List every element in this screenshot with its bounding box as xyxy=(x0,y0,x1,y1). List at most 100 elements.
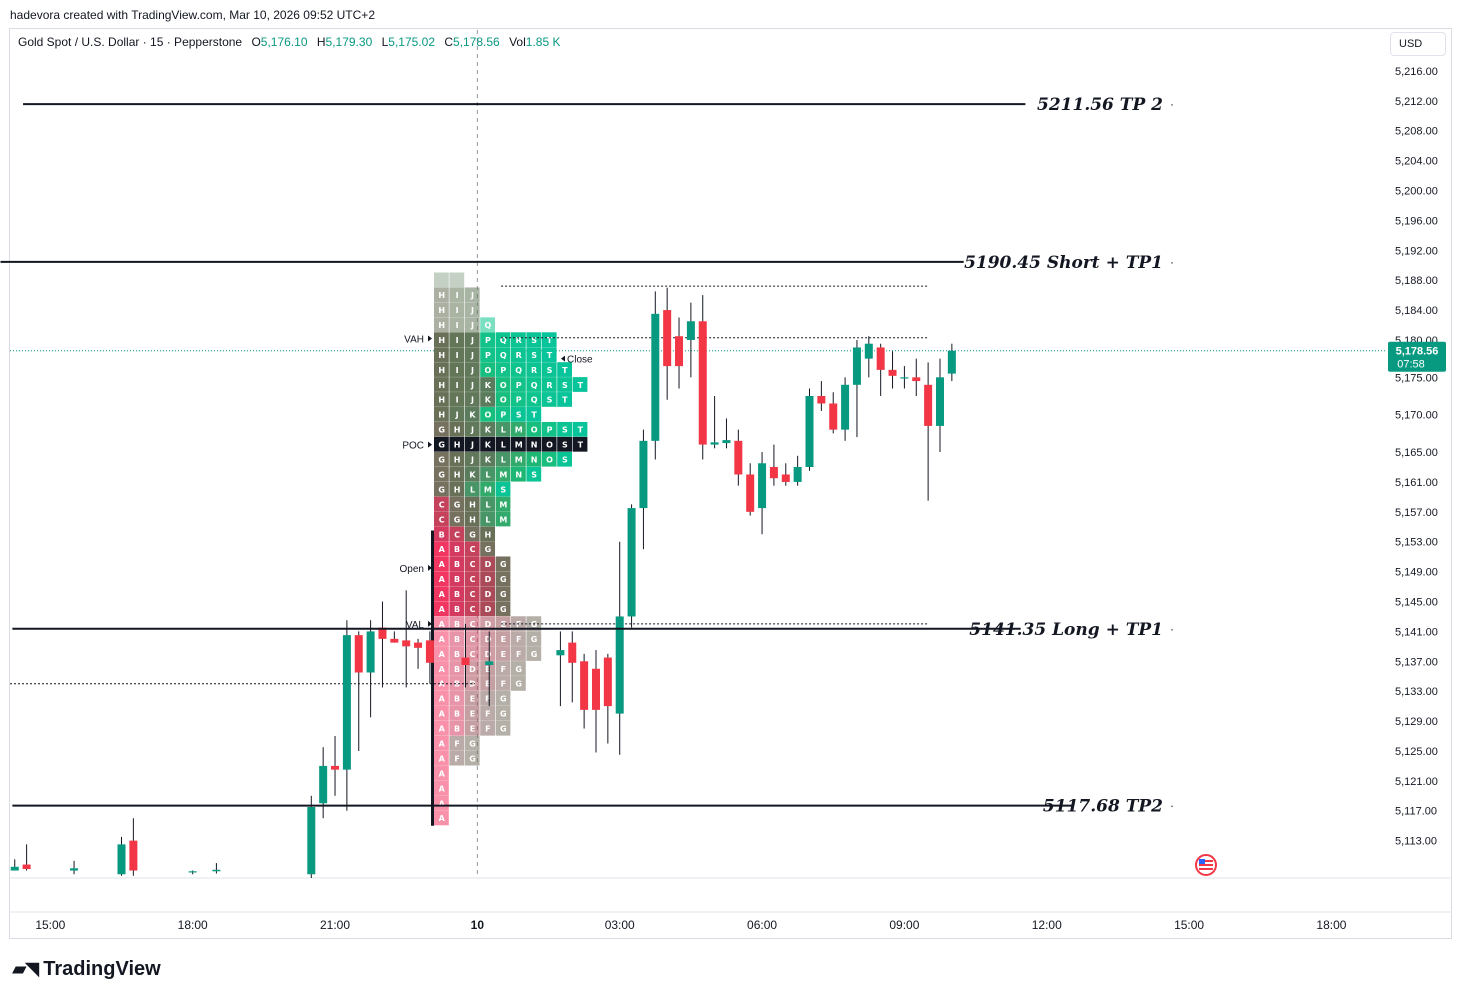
profile-letter: B xyxy=(454,650,460,659)
profile-cell xyxy=(464,526,480,542)
profile-cell xyxy=(464,436,480,452)
profile-cell xyxy=(495,601,511,617)
profile-letter: C xyxy=(470,575,476,584)
profile-cell xyxy=(449,541,465,557)
profile-cell xyxy=(526,392,542,407)
profile-letter: A xyxy=(439,665,446,674)
profile-letter: O xyxy=(546,441,553,450)
profile-cell xyxy=(434,765,449,781)
profile-cell xyxy=(449,317,465,333)
profile-cell xyxy=(480,571,495,587)
chart-frame[interactable] xyxy=(9,28,1452,939)
profile-letter: A xyxy=(439,710,446,719)
profile-cell xyxy=(464,347,480,362)
profile-letter: C xyxy=(439,500,445,509)
profile-letter: S xyxy=(516,411,522,420)
tradingview-logo[interactable]: ▰◥ TradingView xyxy=(12,958,161,981)
profile-cell xyxy=(541,451,557,467)
candle-body xyxy=(817,396,826,404)
x-tick-label: 15:00 xyxy=(1174,918,1204,932)
y-tick-label: 5,117.00 xyxy=(1395,806,1437,818)
profile-letter: J xyxy=(470,291,474,300)
profile-letter: K xyxy=(485,456,492,465)
candle-body xyxy=(212,869,221,872)
y-tick-label: 5,145.00 xyxy=(1395,597,1438,609)
profile-cell xyxy=(434,810,449,826)
profile-letter: E xyxy=(501,620,506,629)
profile-cell xyxy=(526,377,542,392)
profile-letter: H xyxy=(485,530,492,539)
profile-cell xyxy=(526,407,542,422)
profile-letter: Q xyxy=(531,396,538,405)
candle-body xyxy=(651,313,660,441)
profile-cell xyxy=(464,631,480,646)
annotation-marker-icon xyxy=(428,564,432,571)
candle-body xyxy=(556,650,565,656)
profile-cell xyxy=(464,496,480,512)
profile-letter: R xyxy=(531,366,537,375)
candle-body xyxy=(675,336,684,367)
candle-body xyxy=(10,866,19,871)
profile-letter: G xyxy=(438,426,445,435)
profile-letter: G xyxy=(438,470,445,479)
profile-cell xyxy=(480,676,495,691)
profile-letter: H xyxy=(438,321,445,330)
profile-letter: A xyxy=(439,620,446,629)
profile-letter: G xyxy=(438,485,445,494)
profile-letter: S xyxy=(531,470,537,479)
profile-letter: O xyxy=(500,396,507,405)
profile-cell xyxy=(495,646,511,661)
profile-cell xyxy=(541,332,557,348)
profile-cell xyxy=(495,362,511,377)
profile-letter: D xyxy=(485,620,492,629)
profile-letter: P xyxy=(485,351,491,360)
profile-cell xyxy=(511,451,526,467)
profile-letter: R xyxy=(516,351,522,360)
candle-body xyxy=(485,661,494,666)
currency-selector[interactable]: USD xyxy=(1390,32,1446,56)
y-tick-label: 5,212.00 xyxy=(1395,96,1438,108)
profile-letter: I xyxy=(456,291,459,300)
profile-cell xyxy=(526,436,542,452)
profile-letter: A xyxy=(439,605,446,614)
profile-cell xyxy=(480,496,495,512)
profile-cell xyxy=(464,646,480,661)
profile-letter: G xyxy=(531,635,538,644)
profile-annotation: VAH xyxy=(404,334,424,345)
profile-cell xyxy=(434,541,449,557)
level-label-dot: · xyxy=(1170,622,1174,636)
profile-cell xyxy=(557,436,572,452)
candle-body xyxy=(876,347,885,370)
profile-letter: H xyxy=(438,351,445,360)
profile-annotation-close: Close xyxy=(567,355,593,366)
profile-cell xyxy=(526,347,542,362)
candle-body xyxy=(805,396,814,467)
profile-letter: H xyxy=(438,336,445,345)
profile-cell xyxy=(495,720,511,736)
profile-cell xyxy=(495,481,511,497)
profile-cell xyxy=(526,451,542,467)
profile-letter: B xyxy=(454,680,460,689)
profile-cell xyxy=(434,436,449,452)
profile-letter: T xyxy=(531,411,537,420)
profile-cell xyxy=(449,451,465,467)
profile-cell xyxy=(495,451,511,467)
profile-letter: B xyxy=(439,530,445,539)
profile-cell xyxy=(434,571,449,587)
profile-cell xyxy=(495,436,511,452)
profile-cell xyxy=(464,392,480,407)
profile-letter: R xyxy=(546,381,552,390)
author-credit: hadevora created with TradingView.com, M… xyxy=(10,8,375,22)
x-tick-label: 10 xyxy=(471,918,485,932)
profile-cell xyxy=(434,407,449,422)
profile-letter: O xyxy=(500,381,507,390)
close-marker-icon xyxy=(561,355,565,362)
profile-letter: B xyxy=(454,590,460,599)
profile-letter: E xyxy=(470,710,475,719)
symbol-legend[interactable]: Gold Spot / U.S. Dollar · 15 · Peppersto… xyxy=(18,35,566,49)
y-tick-label: 5,149.00 xyxy=(1395,567,1438,579)
profile-cell xyxy=(449,676,465,691)
candle-body xyxy=(947,350,956,374)
profile-cell xyxy=(495,690,511,706)
